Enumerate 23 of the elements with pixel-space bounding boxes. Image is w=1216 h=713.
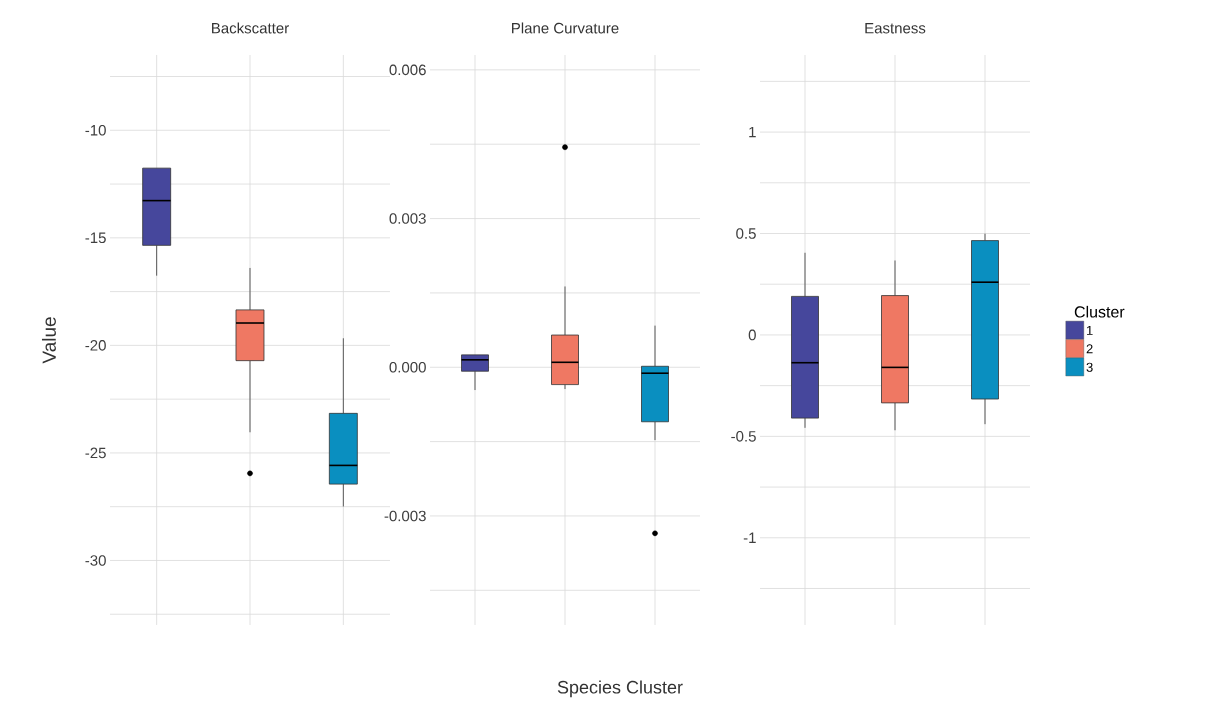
y-axis-title: Value (41, 317, 56, 364)
y-tick-label: 0.000 (389, 361, 426, 373)
chart-title: Plane Curvature (512, 22, 619, 34)
y-tick-label: -0.003 (384, 510, 426, 522)
y-tick-label: -0.5 (731, 431, 756, 442)
y-tick-label: -15 (85, 232, 106, 244)
y-tick-label: 0 (748, 329, 756, 341)
y-tick-label: -1 (743, 532, 756, 543)
legend-label: 2 (1086, 344, 1093, 354)
y-tick-label: -10 (85, 124, 106, 136)
y-tick-label: 0.003 (389, 213, 426, 224)
y-tick-label: 1 (749, 126, 756, 138)
y-tick-label: -30 (85, 555, 106, 566)
legend-label: 1 (1086, 325, 1093, 335)
y-tick-label: -20 (85, 340, 106, 351)
x-axis-title: Species Cluster (557, 680, 683, 698)
y-tick-label: 0.006 (389, 64, 426, 76)
y-tick-label: 0.5 (736, 228, 756, 239)
chart-title: Eastness (865, 23, 926, 34)
chart-title: Backscatter (212, 22, 289, 34)
legend-title: Cluster (1074, 305, 1125, 318)
y-tick-label: -25 (85, 447, 106, 459)
legend-label: 3 (1086, 362, 1093, 372)
